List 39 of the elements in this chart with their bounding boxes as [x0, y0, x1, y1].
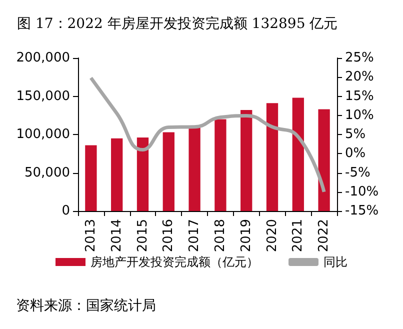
y2-tick-label: 0%: [345, 146, 366, 162]
y-tick-label: 0: [62, 204, 70, 218]
y-tick-label: 100,000: [16, 127, 70, 142]
y2-tick-label: 10%: [345, 108, 374, 123]
y2-tick-label: 20%: [345, 70, 374, 85]
legend-label: 同比: [324, 255, 348, 269]
x-tick-label: 2016: [161, 219, 176, 252]
x-tick-label: 2019: [238, 219, 254, 252]
x-tick-label: 2015: [135, 219, 150, 252]
x-tick-label: 2017: [187, 219, 202, 252]
y-tick-label: 50,000: [24, 165, 70, 180]
bar: [136, 138, 149, 211]
bar: [318, 109, 330, 211]
y-tick-label: 150,000: [16, 88, 70, 104]
bar: [85, 145, 97, 211]
line-series: [89, 76, 326, 194]
legend-label: 房地产开发投资完成额（亿元）: [90, 255, 258, 269]
y-tick-label: 200,000: [16, 50, 70, 66]
x-tick-label: 2021: [290, 219, 306, 252]
bar: [240, 110, 252, 211]
y2-tick-label: -10%: [345, 184, 379, 200]
x-tick-label: 2020: [264, 219, 280, 252]
bar: [266, 103, 278, 211]
x-tick-label: 2018: [212, 219, 228, 252]
bar: [214, 119, 226, 211]
chart-title: 图 17：2022 年房屋开发投资完成额 132895 亿元: [17, 16, 338, 32]
y2-tick-label: 5%: [345, 127, 366, 142]
text: 资料来源：国家统计局: [16, 298, 156, 314]
x-tick-label: 2022: [316, 219, 332, 252]
bar: [111, 138, 123, 211]
bar: [292, 98, 304, 211]
x-tick-label: 2013: [83, 219, 98, 252]
x-tick-label: 2014: [109, 219, 124, 252]
y2-tick-label: 15%: [345, 88, 374, 104]
y2-tick-label: 25%: [345, 50, 374, 66]
y2-tick-label: -5%: [345, 165, 370, 180]
bar: [162, 132, 174, 211]
bar: [188, 126, 200, 211]
y2-tick-label: -15%: [345, 204, 379, 218]
